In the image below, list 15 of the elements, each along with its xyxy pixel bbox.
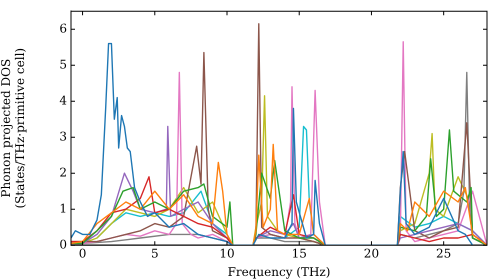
y-axis-title: Phonon projected DOS (States/THz·primitive cell) [0,48,27,209]
y-tick-label: 2 [59,165,67,180]
y-tick-label: 0 [59,237,67,252]
y-tick-label: 4 [59,93,68,108]
x-tick-label: 5 [150,246,159,261]
x-tick-label: 10 [219,246,235,261]
y-tick-label: 3 [59,129,67,144]
x-tick-label: 0 [78,246,86,261]
y-tick-label: 1 [59,201,67,216]
x-tick-label: 25 [436,246,452,261]
x-tick-label: 15 [292,246,307,261]
x-tick-label: 20 [364,246,380,261]
y-tick-label: 6 [59,21,67,36]
y-tick-label: 5 [59,57,67,72]
x-axis-title: Frequency (THz) [228,264,330,279]
